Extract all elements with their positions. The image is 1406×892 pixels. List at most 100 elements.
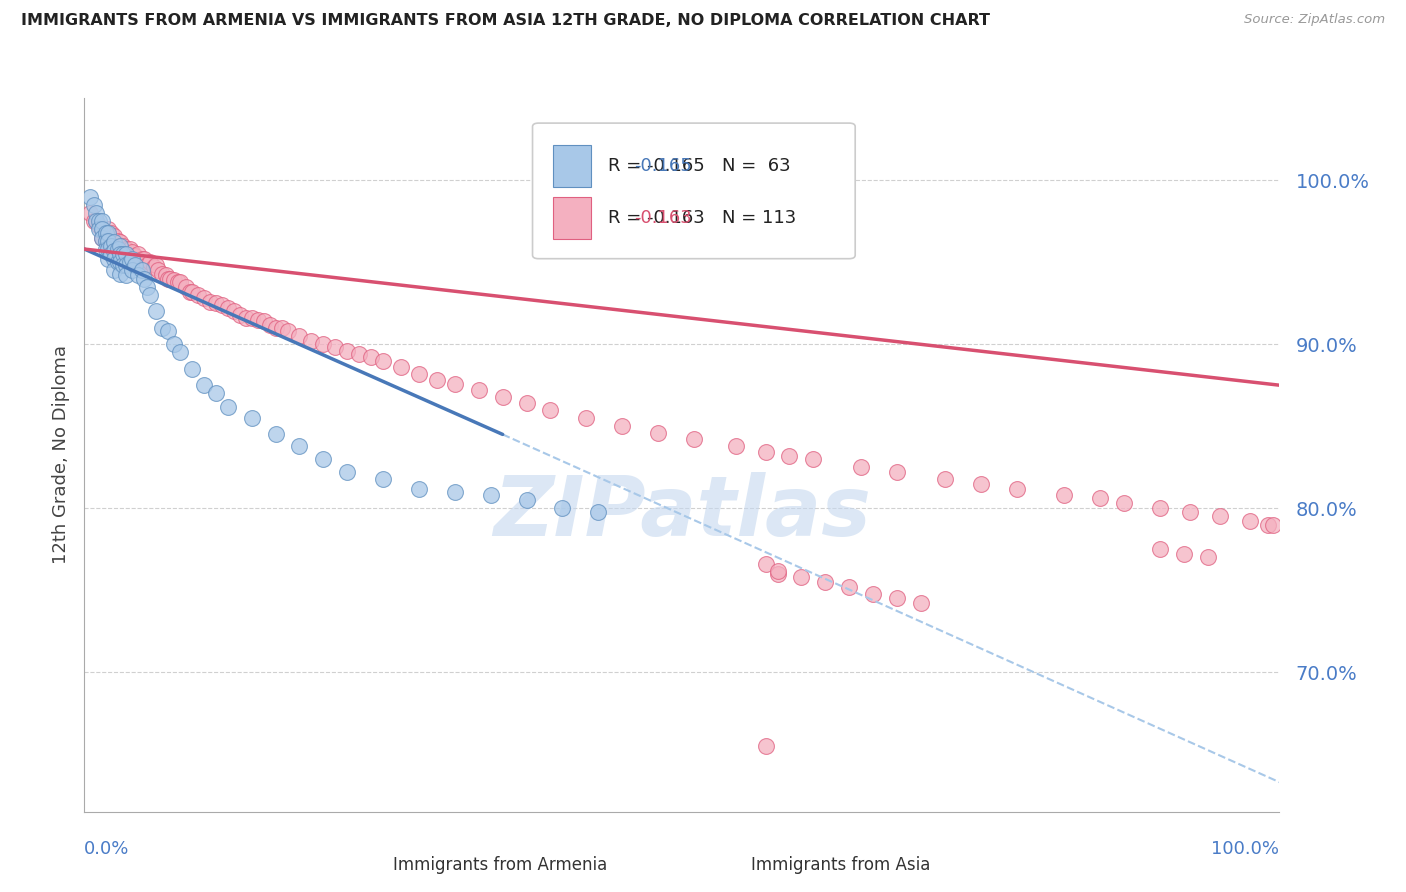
Point: [169, 275, 191, 289]
Point: [103, 244, 125, 258]
Bar: [553, 196, 591, 239]
Point: [118, 253, 141, 268]
Point: [135, 279, 157, 293]
Point: [217, 400, 239, 414]
Point: [647, 425, 669, 440]
Point: [205, 386, 228, 401]
Point: [115, 252, 138, 266]
Point: [103, 247, 125, 261]
Point: [198, 294, 221, 309]
Point: [515, 396, 537, 410]
Point: [110, 245, 132, 260]
Point: [100, 247, 122, 261]
Point: [801, 452, 824, 467]
Point: [145, 259, 167, 273]
Point: [115, 242, 138, 256]
Point: [110, 255, 132, 269]
Point: [301, 334, 323, 348]
Point: [408, 367, 430, 381]
Point: [970, 476, 993, 491]
Point: [110, 239, 132, 253]
Point: [264, 427, 287, 442]
Point: [467, 383, 491, 397]
Point: [187, 288, 209, 302]
Point: [444, 376, 467, 391]
Point: [132, 271, 156, 285]
Point: [934, 472, 956, 486]
Point: [110, 247, 132, 261]
Point: [97, 242, 120, 256]
Point: [97, 232, 120, 246]
Point: [389, 360, 412, 375]
Point: [148, 263, 170, 277]
Text: 0.0%: 0.0%: [84, 840, 129, 858]
Point: [205, 296, 228, 310]
Point: [211, 298, 233, 312]
Point: [259, 318, 281, 332]
Point: [886, 465, 908, 479]
Point: [754, 739, 776, 753]
Point: [115, 247, 138, 261]
Point: [115, 268, 138, 283]
Point: [538, 402, 561, 417]
Point: [1149, 542, 1171, 557]
Point: [180, 361, 202, 376]
Point: [115, 259, 138, 273]
Point: [97, 252, 120, 266]
Point: [84, 214, 107, 228]
Point: [323, 341, 346, 355]
Point: [551, 501, 574, 516]
Point: [121, 255, 143, 269]
Point: [118, 242, 141, 256]
Point: [110, 235, 132, 250]
Point: [174, 279, 197, 293]
Point: [1178, 504, 1201, 518]
Point: [349, 347, 371, 361]
Point: [444, 484, 467, 499]
Point: [107, 255, 129, 269]
Point: [94, 234, 117, 248]
Point: [886, 591, 908, 606]
Point: [111, 249, 134, 263]
Point: [87, 222, 110, 236]
Point: [135, 259, 157, 273]
Point: [1263, 517, 1285, 532]
Point: [1173, 547, 1195, 561]
Point: [87, 214, 110, 228]
Point: [169, 345, 191, 359]
Point: [155, 268, 177, 283]
Point: [312, 452, 335, 467]
Point: [157, 271, 180, 285]
Point: [766, 566, 789, 581]
Point: [515, 493, 537, 508]
Point: [1112, 496, 1135, 510]
Point: [83, 198, 105, 212]
Point: [312, 337, 335, 351]
Point: [408, 482, 430, 496]
Point: [163, 273, 186, 287]
Point: [91, 222, 114, 236]
Point: [103, 263, 125, 277]
Point: [1088, 491, 1111, 506]
Point: [103, 239, 125, 253]
Text: IMMIGRANTS FROM ARMENIA VS IMMIGRANTS FROM ASIA 12TH GRADE, NO DIPLOMA CORRELATI: IMMIGRANTS FROM ARMENIA VS IMMIGRANTS FR…: [21, 13, 990, 29]
Point: [107, 234, 129, 248]
Point: [588, 504, 610, 518]
Point: [371, 472, 394, 486]
Point: [142, 260, 165, 274]
Point: [159, 271, 181, 285]
Point: [87, 219, 110, 233]
Point: [139, 255, 162, 269]
Point: [124, 259, 146, 273]
Point: [94, 226, 117, 240]
Y-axis label: 12th Grade, No Diploma: 12th Grade, No Diploma: [52, 345, 70, 565]
Point: [103, 252, 125, 266]
Point: [1239, 514, 1261, 528]
Point: [79, 206, 101, 220]
Point: [426, 373, 449, 387]
Text: 100.0%: 100.0%: [1212, 840, 1279, 858]
Point: [814, 575, 837, 590]
Text: Immigrants from Armenia: Immigrants from Armenia: [392, 856, 607, 874]
Point: [724, 439, 747, 453]
FancyBboxPatch shape: [533, 123, 855, 259]
